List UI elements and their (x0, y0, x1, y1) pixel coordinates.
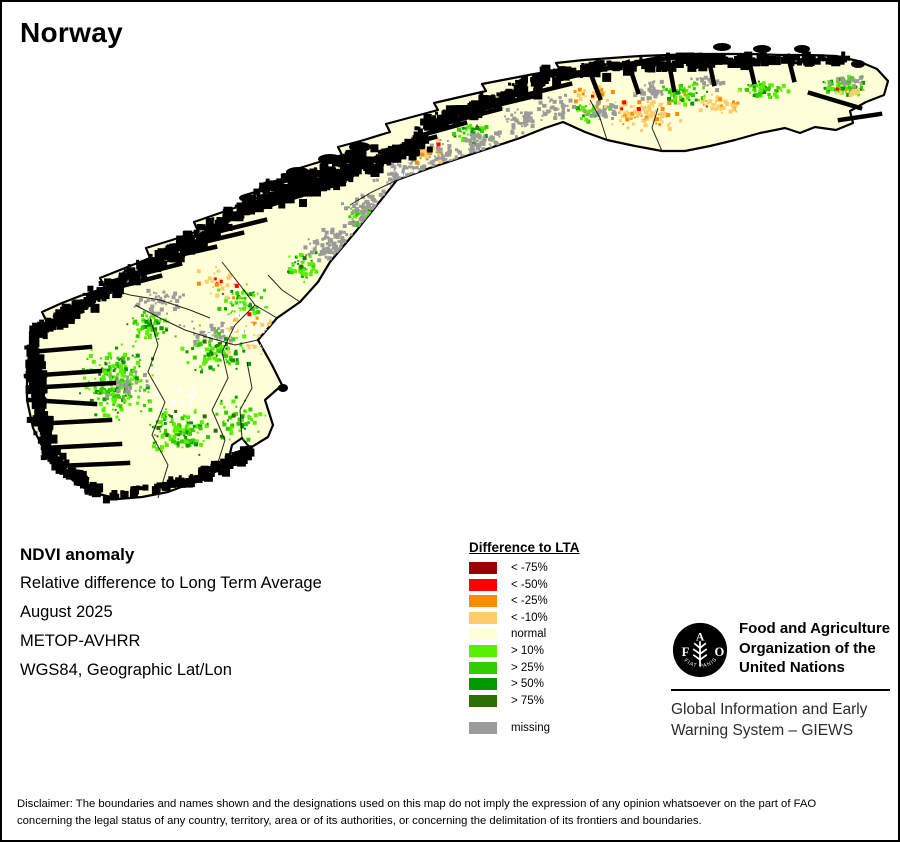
info-line-subtitle: Relative difference to Long Term Average (20, 574, 322, 592)
info-line-projection: WGS84, Geographic Lat/Lon (20, 661, 232, 679)
legend-item-gt10: > 10% (469, 644, 580, 657)
legend-swatch-gt10 (469, 644, 497, 657)
legend-label: > 75% (511, 694, 544, 707)
map-title: Norway (20, 17, 123, 48)
disclaimer-line: Disclaimer: The boundaries and names sho… (17, 798, 817, 810)
legend-item-missing: missing (469, 721, 580, 734)
legend-label: < -50% (511, 578, 548, 591)
legend-item-gt25: > 25% (469, 661, 580, 674)
legend: Difference to LTA < -75% < -50% < -25% < -1… (469, 539, 580, 738)
legend-item-lt75: < -75% (469, 562, 580, 574)
legend-item-lt50: < -50% (469, 578, 580, 591)
legend-label: > 10% (511, 644, 544, 657)
legend-label: > 25% (511, 661, 544, 674)
fao-logo-icon: F A O FIAT PANIS (672, 622, 728, 678)
legend-rows: < -75% < -50% < -25% < -10% normal > 10% > 25%… (469, 562, 580, 734)
legend-label: > 50% (511, 678, 544, 691)
legend-label: missing (511, 721, 550, 734)
legend-title: Difference to LTA (469, 540, 580, 555)
map-raster (23, 43, 890, 504)
legend-label: < -25% (511, 595, 548, 608)
disclaimer-line: concerning the legal status of any count… (17, 815, 702, 827)
legend-label: < -75% (511, 562, 548, 574)
info-line-date: August 2025 (20, 603, 113, 621)
legend-swatch-lt50 (469, 578, 497, 591)
legend-swatch-gt25 (469, 661, 497, 674)
info-heading: NDVI anomaly (20, 545, 135, 564)
legend-swatch-gt50 (469, 678, 497, 691)
legend-swatch-lt10 (469, 611, 497, 624)
giews-line: Global Information and Early (671, 701, 868, 718)
giews-line: Warning System – GIEWS (671, 721, 854, 739)
info-line-sensor: METOP-AVHRR (20, 632, 141, 650)
fao-org-line: United Nations (739, 659, 845, 676)
disclaimer: Disclaimer: The boundaries and names sho… (17, 796, 892, 830)
fao-org-line: Food and Agriculture (739, 620, 891, 637)
legend-item-lt25: < -25% (469, 595, 580, 608)
giews-text: Global Information and Early Warning Sys… (671, 700, 867, 741)
fao-logo-letter-o: O (715, 645, 725, 659)
fao-org-text: Food and Agriculture Organization of the… (739, 619, 890, 678)
legend-item-gt75: > 75% (469, 694, 580, 707)
fao-divider (671, 689, 890, 691)
map-info-block: NDVI anomaly Relative difference to Long… (20, 545, 322, 690)
legend-label: < -10% (511, 611, 548, 624)
legend-label: normal (511, 628, 547, 641)
legend-swatch-lt75 (469, 562, 497, 574)
fao-logo-letter-a: A (696, 630, 705, 643)
legend-item-normal: normal (469, 628, 580, 641)
wheat-ear-icon (692, 641, 708, 667)
fao-org-line: Organization of the (739, 639, 876, 657)
legend-swatch-missing (469, 721, 497, 734)
legend-swatch-gt75 (469, 694, 497, 707)
legend-swatch-normal (469, 628, 497, 641)
legend-swatch-lt25 (469, 595, 497, 608)
legend-item-lt10: < -10% (469, 611, 580, 624)
fao-logo-letter-f: F (682, 645, 690, 659)
legend-item-gt50: > 50% (469, 678, 580, 691)
